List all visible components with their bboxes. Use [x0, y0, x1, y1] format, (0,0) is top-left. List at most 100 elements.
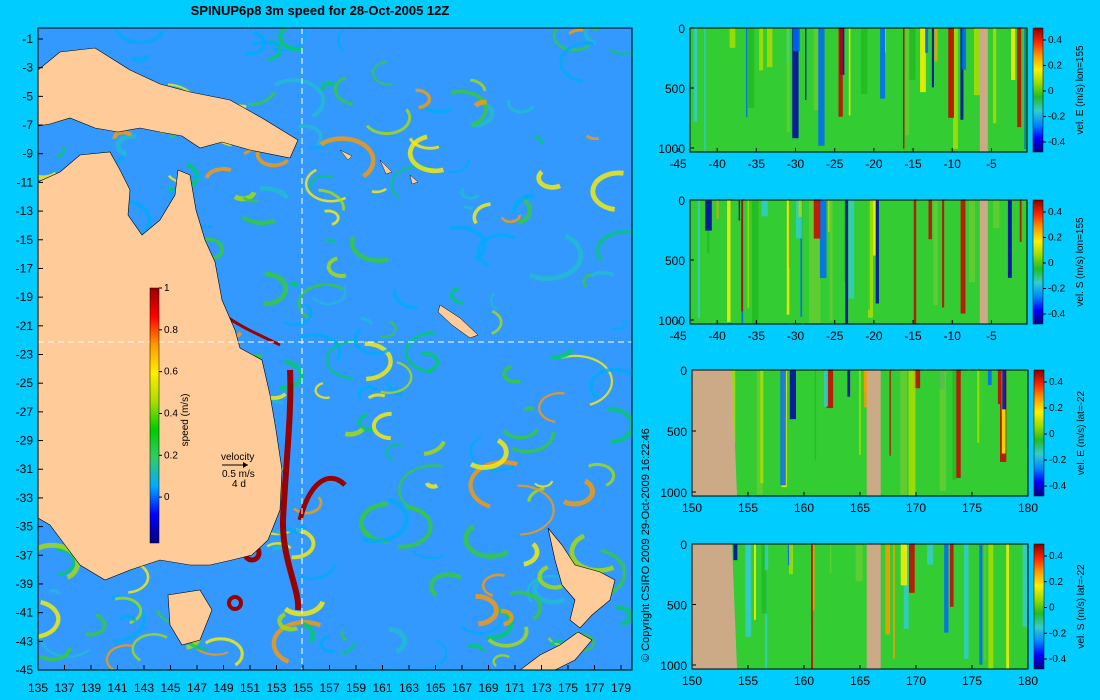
- section-label: vel. S (m/s) lon=155: [1075, 217, 1086, 307]
- section-stripe: [960, 28, 964, 120]
- section-stripe: [838, 28, 843, 117]
- section-stripe: [798, 200, 802, 217]
- section-stripe: [780, 370, 786, 486]
- lat-tick-label: -19: [16, 290, 34, 304]
- section-colorbar-tick: 0.2: [1048, 61, 1062, 72]
- map-title: SPINUP6p8 3m speed for 28-Oct-2005 12Z: [190, 3, 450, 18]
- section-stripe: [855, 544, 863, 582]
- section-field: [690, 200, 1027, 324]
- section-stripe: [979, 544, 983, 665]
- section-stripe: [908, 370, 916, 496]
- section-label: vel. E (m/s) lat=-22: [1076, 390, 1087, 475]
- eddy-streak: [523, 406, 535, 412]
- section-stripe: [977, 370, 980, 443]
- section-stripe: [1011, 28, 1016, 80]
- eddy-streak: [615, 605, 632, 627]
- lon-tick-label: 149: [213, 681, 233, 695]
- section-stripe: [827, 200, 830, 232]
- section-stripe: [729, 28, 736, 48]
- section-stripe: [893, 544, 895, 659]
- section-stripe: [948, 28, 954, 118]
- lon-tick-label: 169: [478, 681, 498, 695]
- new-caledonia-land: [437, 304, 479, 339]
- eddy-streak: [596, 230, 632, 262]
- eddy-streak: [517, 484, 555, 536]
- lat-tick-label: -31: [16, 462, 34, 476]
- new-guinea-land: [38, 47, 299, 159]
- section-depth-label: 1000: [658, 142, 685, 156]
- lat-tick-label: -7: [22, 118, 33, 132]
- eddy-streak: [523, 542, 540, 567]
- section-stripe: [804, 28, 807, 101]
- eddy-streak: [582, 273, 592, 289]
- eddy-streak: [255, 146, 290, 168]
- section-stripe: [752, 200, 759, 324]
- section-stripe: [1017, 28, 1022, 128]
- eddy-streak: [289, 280, 298, 287]
- longitude-axis: 135 137 139 141 143 145 147 149 151 153 155 157 159 1…: [28, 665, 631, 695]
- eddy-streak: [472, 202, 491, 225]
- eddy-streak: [463, 204, 474, 210]
- section-stripe: [972, 544, 977, 659]
- speed-colorbar: [149, 287, 160, 544]
- section-stripe: [944, 544, 949, 633]
- section-stripe: [761, 200, 768, 217]
- section-colorbar-tick: -0.2: [1048, 284, 1066, 295]
- eddy-streak: [333, 76, 353, 106]
- eddy-streak: [271, 620, 322, 664]
- lon-tick-label: 145: [160, 681, 180, 695]
- eddy-streak: [244, 31, 267, 56]
- eddy-streak: [105, 644, 133, 670]
- eddy-streak: [371, 187, 387, 194]
- speed-colorbar-tick: 0.4: [164, 408, 178, 419]
- section-colorbar: [1033, 369, 1045, 497]
- speed-colorbar-tick: 0: [164, 492, 170, 503]
- section-colorbar-tick: 0.4: [1048, 35, 1062, 46]
- eddy-streak: [38, 647, 72, 662]
- lat-tick-label: -17: [16, 261, 34, 275]
- eddy-streak: [470, 78, 487, 92]
- section-stripe: [761, 544, 767, 614]
- eddy-streak: [379, 320, 397, 338]
- section-stripe: [733, 544, 738, 561]
- section-stripe: [961, 28, 967, 70]
- eddy-streak: [448, 159, 470, 174]
- section-stripe: [814, 370, 817, 461]
- eddy-streak: [115, 134, 137, 157]
- speed-colorbar-tick: 0.8: [164, 325, 178, 336]
- section-depth-label: 500: [667, 425, 687, 439]
- section-stripe: [782, 544, 788, 652]
- section-stripe: [829, 544, 832, 574]
- speed-colorbar-tick: 0.6: [164, 367, 178, 378]
- eddy-streak: [324, 238, 337, 245]
- eddy-streak: [511, 431, 555, 454]
- section-stripe: [937, 28, 941, 147]
- section-stripe: [792, 28, 799, 139]
- section-stripe: [847, 370, 851, 397]
- section-axis-label: 160: [794, 674, 814, 688]
- australia-land: [38, 151, 283, 581]
- lon-tick-label: 171: [505, 681, 525, 695]
- eddy-streak: [38, 599, 61, 639]
- speed-colorbar-ticks: 1 0.8 0.6 0.4 0.2 0: [159, 283, 178, 503]
- eddy-streak: [487, 626, 529, 648]
- section-stripe: [913, 200, 917, 324]
- section-stripe: [1009, 370, 1015, 400]
- eddy-streak: [326, 340, 354, 380]
- section-label: vel. E (m/s) lon=155: [1075, 45, 1086, 135]
- section-stripe: [973, 28, 981, 96]
- section-stripe: [953, 28, 958, 149]
- eddy-streak: [491, 310, 503, 335]
- eddy-streak: [360, 317, 373, 326]
- eddy-streak: [55, 547, 76, 576]
- section-stripe: [754, 544, 756, 620]
- section-stripe: [956, 370, 961, 478]
- section-axis-label: 175: [962, 674, 982, 688]
- eddy-streak: [536, 169, 562, 190]
- section-stripe: [868, 200, 874, 318]
- eddy-streak: [449, 225, 487, 261]
- eddy-streak: [559, 41, 594, 83]
- speed-colorbar-tick: 0.2: [164, 450, 178, 461]
